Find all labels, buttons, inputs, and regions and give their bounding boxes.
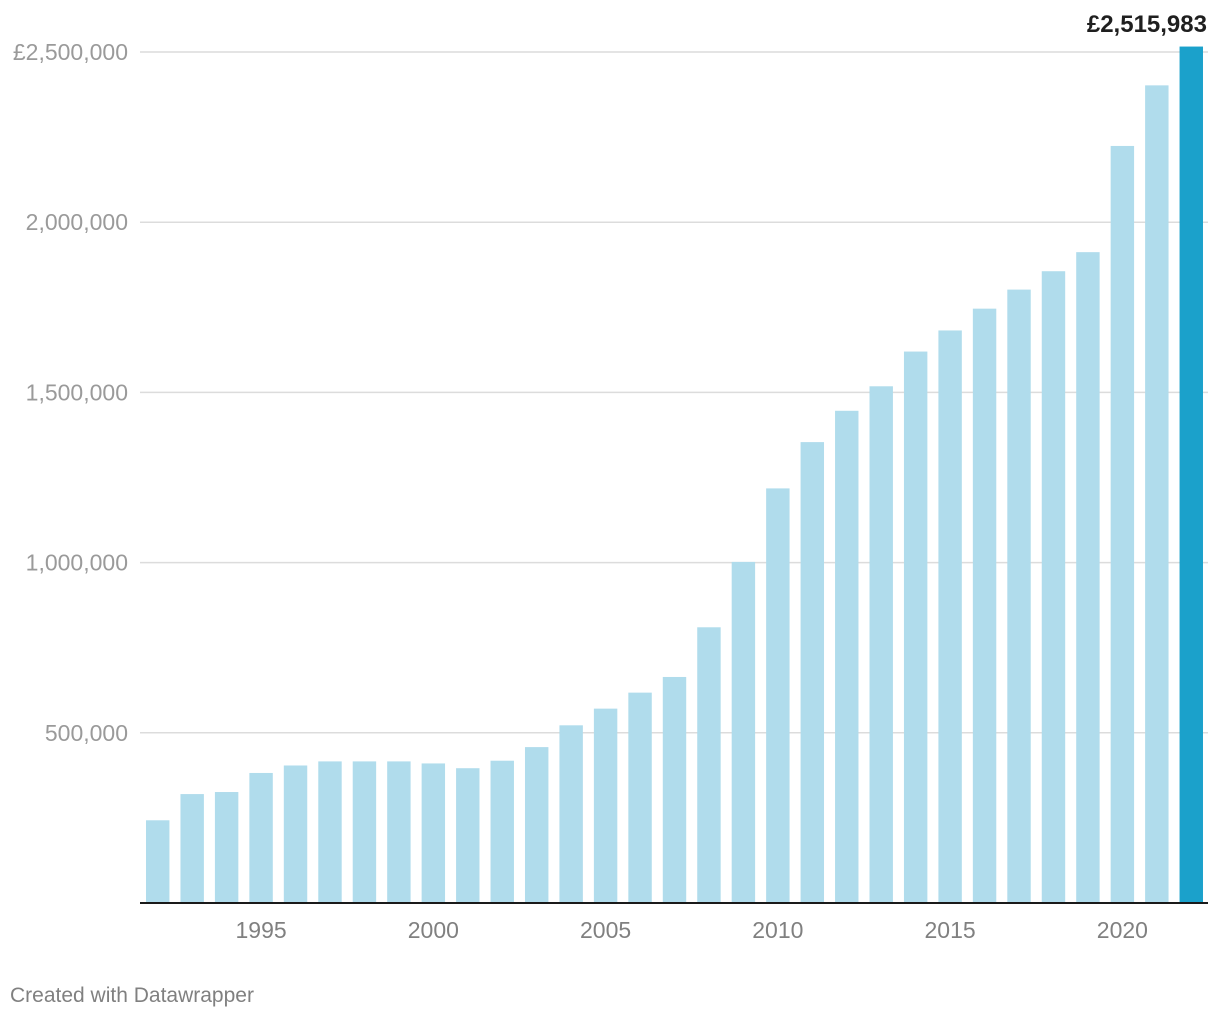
bar-1997 — [318, 761, 342, 903]
y-tick-label: £2,500,000 — [13, 39, 128, 65]
x-tick-label: 2015 — [925, 917, 976, 943]
y-tick-label: 1,500,000 — [26, 379, 128, 405]
y-tick-label: 1,000,000 — [26, 550, 128, 576]
bar-1998 — [352, 761, 377, 903]
bar-2017 — [1007, 289, 1031, 903]
x-axis-tick-labels: 1995 2000 2005 2010 2015 2020 — [235, 917, 1147, 943]
bar-2003 — [524, 747, 549, 903]
bar-1999 — [387, 761, 411, 903]
bar-2021 — [1145, 85, 1169, 904]
bar-2010 — [766, 488, 790, 903]
bar-1996 — [283, 765, 308, 903]
x-tick-label: 2020 — [1097, 917, 1148, 943]
bar-1994 — [214, 792, 239, 903]
bar-2009 — [731, 561, 756, 903]
y-axis-tick-labels: 500,000 1,000,000 1,500,000 2,000,000 £2,500… — [13, 39, 128, 746]
bar-2015 — [938, 330, 962, 903]
bar-2018 — [1041, 271, 1066, 903]
bar-value-labels: £2,515,983 — [1087, 11, 1207, 38]
bar-2006 — [628, 692, 652, 903]
bar-2019 — [1076, 252, 1100, 903]
bar-2005 — [593, 708, 618, 903]
y-tick-label: 500,000 — [45, 720, 128, 746]
bar-2007 — [662, 676, 687, 903]
bar-highlight-2022 — [1179, 46, 1203, 903]
bar-1993 — [180, 794, 204, 903]
x-tick-label: 2000 — [408, 917, 459, 943]
x-tick-label: 2010 — [752, 917, 803, 943]
highlight-value-label: £2,515,983 — [1087, 11, 1207, 38]
footer-credit[interactable]: Created with Datawrapper — [10, 984, 254, 1007]
bars — [146, 46, 1203, 904]
bar-1995 — [249, 772, 273, 903]
bar-2016 — [972, 308, 997, 903]
bar-2011 — [800, 442, 825, 903]
y-tick-label: 2,000,000 — [26, 209, 128, 235]
bar-2014 — [903, 351, 928, 903]
bar-2000 — [421, 763, 446, 903]
bar-2008 — [697, 627, 721, 903]
x-tick-label: 1995 — [235, 917, 286, 943]
x-tick-label: 2005 — [580, 917, 631, 943]
bar-2012 — [835, 410, 859, 903]
bar-2020 — [1110, 145, 1135, 904]
bar-2002 — [490, 760, 514, 903]
bar-2004 — [559, 725, 583, 903]
bar-2001 — [456, 768, 480, 903]
bar-1992 — [146, 820, 170, 903]
bar-2013 — [869, 386, 893, 903]
